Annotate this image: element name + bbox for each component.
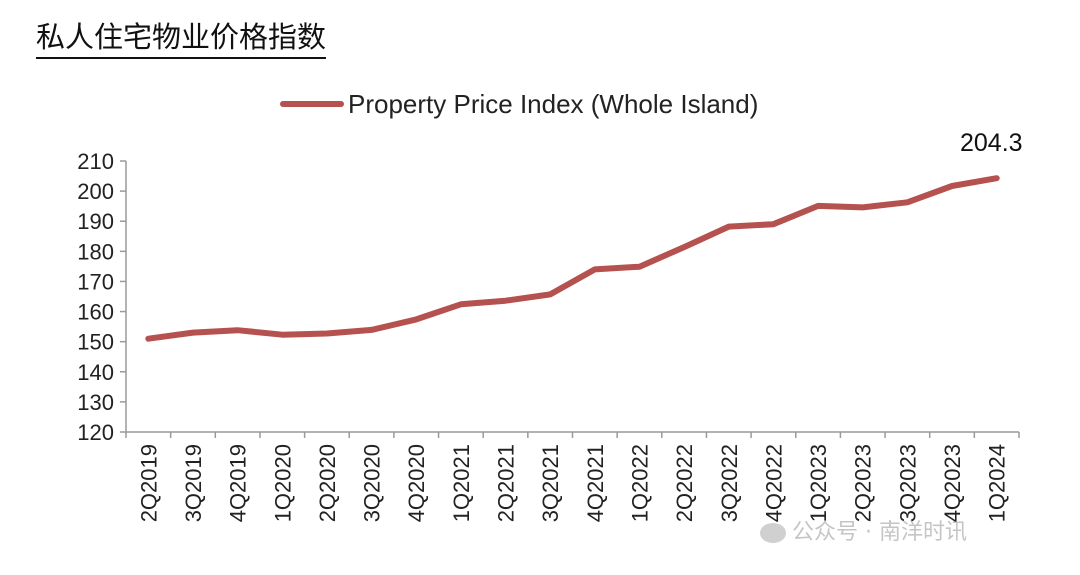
x-tick-label: 4Q2022 (761, 444, 786, 522)
x-tick-label: 3Q2022 (717, 444, 742, 522)
x-tick-label: 4Q2019 (226, 444, 251, 522)
y-tick-label: 120 (77, 420, 114, 445)
y-tick-label: 210 (77, 149, 114, 174)
x-tick-label: 4Q2021 (583, 444, 608, 522)
y-tick-label: 170 (77, 269, 114, 294)
x-tick-label: 4Q2023 (940, 444, 965, 522)
x-tick-label: 4Q2020 (404, 444, 429, 522)
y-tick-label: 140 (77, 360, 114, 385)
legend-label: Property Price Index (Whole Island) (348, 89, 758, 119)
wechat-icon (760, 523, 786, 543)
y-tick-label: 150 (77, 330, 114, 355)
x-tick-label: 3Q2020 (360, 444, 385, 522)
y-tick-label: 130 (77, 390, 114, 415)
chart-legend: Property Price Index (Whole Island) (280, 89, 758, 119)
x-tick-label: 1Q2024 (985, 444, 1010, 522)
watermark-text: 公众号 · 南洋时讯 (792, 520, 967, 545)
x-tick-label: 2Q2021 (494, 444, 519, 522)
y-axis: 120 130 140 150 160 170 180 190 200 210 (77, 149, 127, 445)
series-line (145, 175, 1000, 342)
x-tick-label: 1Q2023 (806, 444, 831, 522)
x-tick-label: 2Q2022 (672, 444, 697, 522)
x-axis: 2Q2019 3Q2019 4Q2019 1Q2020 2Q2020 3Q2020 4Q20… (125, 431, 1020, 522)
x-tick-label: 3Q2021 (538, 444, 563, 522)
y-tick-label: 160 (77, 300, 114, 325)
end-value-label: 204.3 (960, 129, 1023, 157)
x-tick-label: 2Q2020 (315, 444, 340, 522)
y-tick-label: 180 (77, 239, 114, 264)
x-tick-label: 2Q2023 (851, 444, 876, 522)
x-tick-label: 3Q2023 (895, 444, 920, 522)
x-tick-label: 3Q2019 (181, 444, 206, 522)
x-tick-label: 1Q2021 (449, 444, 474, 522)
page-title: 私人住宅物业价格指数 (36, 18, 327, 59)
y-tick-label: 190 (77, 209, 114, 234)
watermark: 公众号 · 南洋时讯 (760, 514, 967, 546)
y-tick-label: 200 (77, 179, 114, 204)
x-tick-label: 2Q2019 (136, 444, 161, 522)
x-tick-label: 1Q2020 (270, 444, 295, 522)
x-tick-label: 1Q2022 (627, 444, 652, 522)
